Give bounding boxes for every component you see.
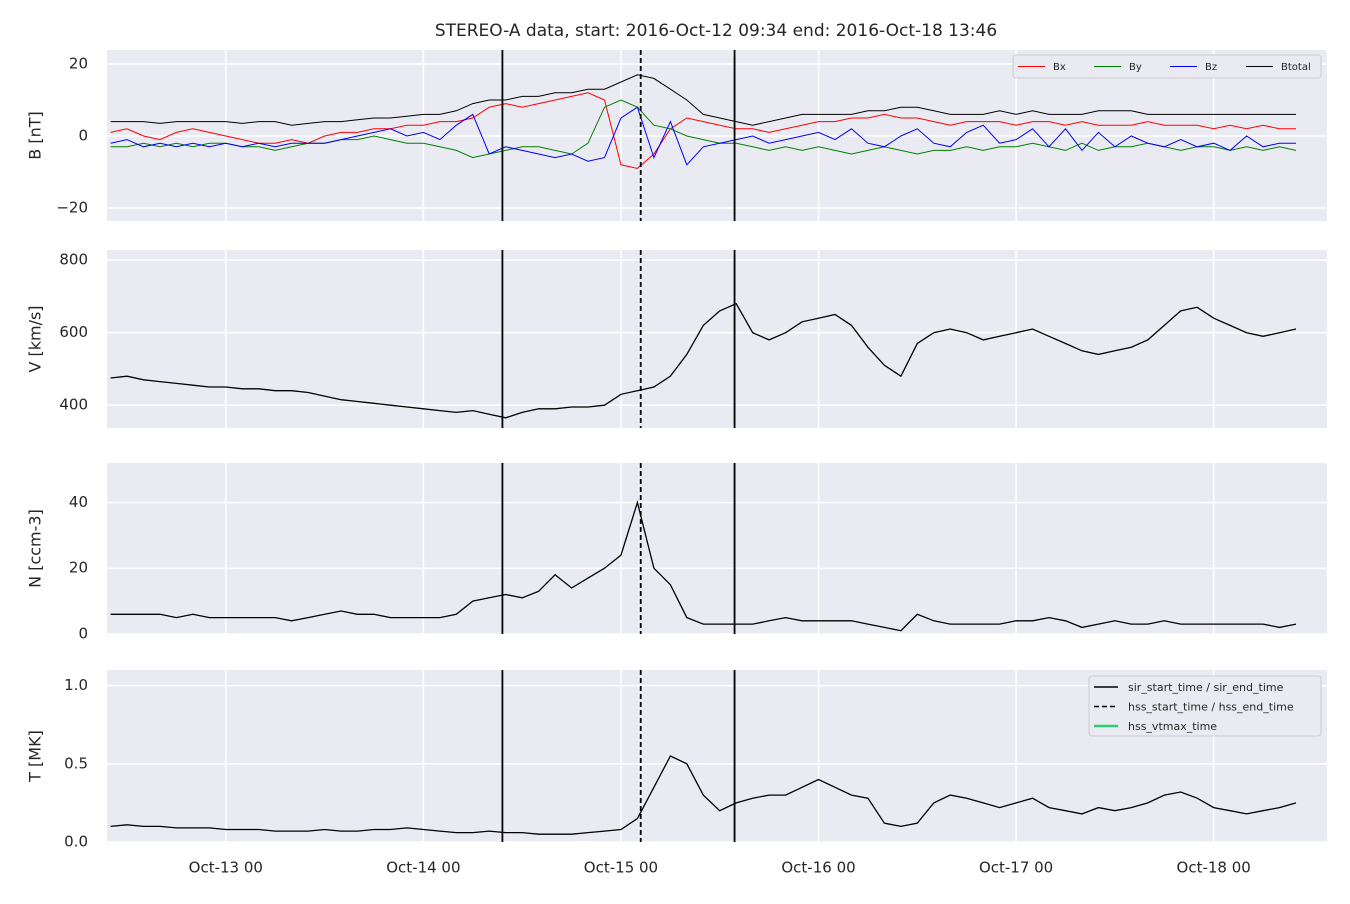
y-tick-label: 1.0	[64, 676, 88, 694]
x-tick-label: Oct-15 00	[584, 859, 658, 877]
data-line	[110, 500, 1297, 632]
legend-box	[1012, 54, 1322, 79]
y-axis-label: V [km/s]	[26, 305, 45, 372]
data-line	[110, 755, 1297, 835]
x-tick-label: Oct-17 00	[979, 859, 1053, 877]
y-axis-label: B [nT]	[26, 111, 45, 159]
x-tick-label: Oct-13 00	[189, 859, 263, 877]
legend-label: hss_vtmax_time	[1128, 720, 1217, 733]
legend-label: Btotal	[1281, 62, 1311, 73]
legend-label: Bx	[1053, 62, 1066, 73]
y-tick-label: 400	[59, 396, 88, 414]
y-tick-label: 0	[78, 127, 88, 145]
y-tick-label: −20	[56, 199, 88, 217]
x-tick-label: Oct-18 00	[1177, 859, 1251, 877]
x-tick-label: Oct-16 00	[781, 859, 855, 877]
legend-label: hss_start_time / hss_end_time	[1128, 701, 1294, 714]
chart-title: STEREO-A data, start: 2016-Oct-12 09:34 …	[435, 21, 997, 41]
y-tick-label: 40	[69, 493, 88, 511]
legend-box	[1088, 675, 1322, 737]
y-tick-label: 0.0	[64, 833, 88, 851]
plot-background	[107, 463, 1327, 634]
legend-label: Bz	[1205, 62, 1217, 73]
y-tick-label: 0.5	[64, 754, 88, 772]
data-line	[110, 74, 1296, 126]
y-tick-label: 20	[69, 559, 88, 577]
x-tick-label: Oct-14 00	[386, 859, 460, 877]
data-line	[110, 302, 1297, 419]
y-axis-label: N [ccm-3]	[26, 509, 45, 588]
y-axis-label: T [MK]	[26, 730, 45, 783]
y-tick-label: 0	[78, 625, 88, 643]
y-tick-label: 20	[69, 55, 88, 73]
y-tick-label: 800	[59, 251, 88, 269]
data-line	[110, 106, 1296, 166]
y-tick-label: 600	[59, 323, 88, 341]
plot-background	[107, 250, 1327, 428]
legend-label: sir_start_time / sir_end_time	[1128, 681, 1284, 694]
legend-label: By	[1129, 62, 1142, 73]
